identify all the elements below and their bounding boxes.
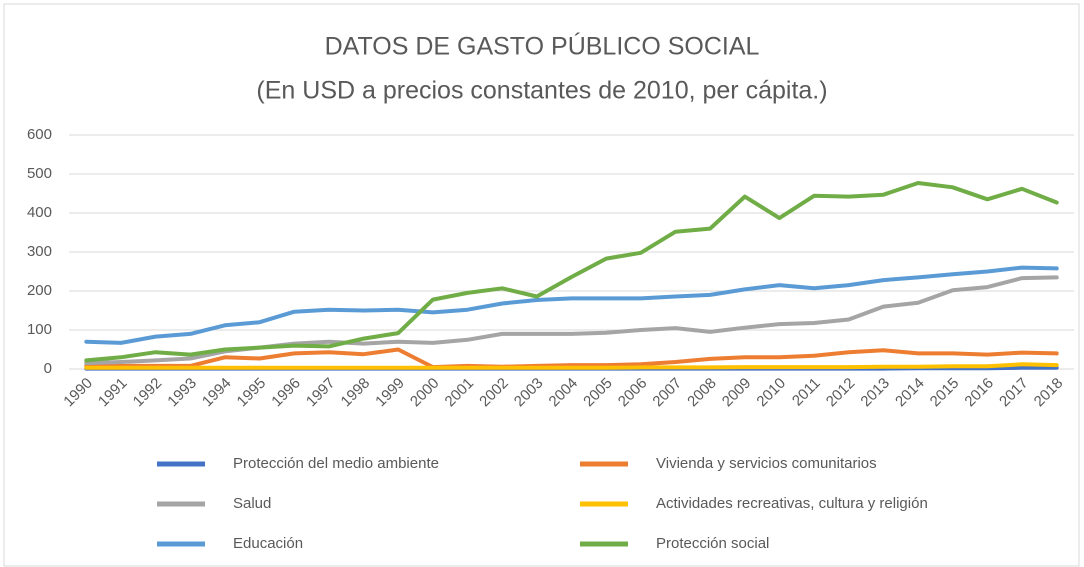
series-line: [84, 362, 1059, 370]
legend-label: Vivienda y servicios comunitarios: [656, 455, 877, 472]
legend-label: Educación: [233, 535, 303, 552]
chart-subtitle: (En USD a precios constantes de 2010, pe…: [256, 77, 827, 105]
y-tick-label: 0: [44, 360, 52, 377]
chart-title: DATOS DE GASTO PÚBLICO SOCIAL: [325, 32, 760, 61]
series-line: [84, 347, 1059, 370]
y-tick-label: 500: [27, 165, 52, 182]
chart-border: [3, 3, 1080, 567]
legend-label: Protección social: [656, 535, 769, 552]
y-tick-label: 200: [27, 282, 52, 299]
y-tick-label: 400: [27, 204, 52, 221]
legend-label: Actividades recreativas, cultura y relig…: [656, 495, 928, 512]
y-tick-label: 100: [27, 321, 52, 338]
series-line: [84, 265, 1059, 345]
y-tick-label: 600: [27, 126, 52, 143]
y-tick-label: 300: [27, 243, 52, 260]
legend-label: Salud: [233, 495, 271, 512]
legend-label: Protección del medio ambiente: [233, 455, 439, 472]
series-line: [84, 181, 1059, 363]
